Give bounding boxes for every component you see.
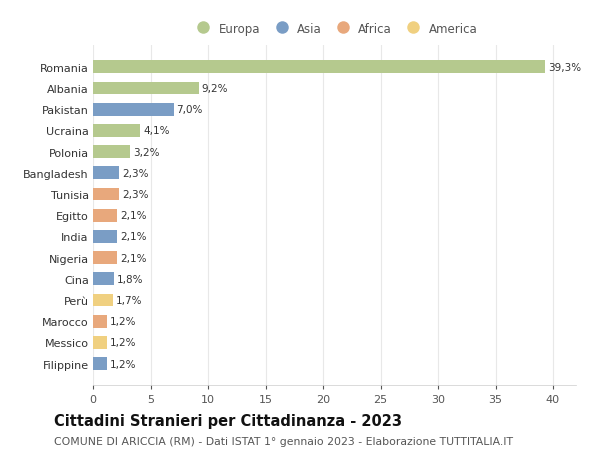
Text: 3,2%: 3,2% bbox=[133, 147, 159, 157]
Text: Cittadini Stranieri per Cittadinanza - 2023: Cittadini Stranieri per Cittadinanza - 2… bbox=[54, 413, 402, 428]
Text: 2,3%: 2,3% bbox=[122, 168, 149, 179]
Bar bbox=[93, 83, 199, 95]
Bar bbox=[93, 315, 107, 328]
Text: 2,1%: 2,1% bbox=[120, 232, 146, 242]
Bar bbox=[93, 188, 119, 201]
Bar bbox=[93, 125, 140, 138]
Text: 1,2%: 1,2% bbox=[110, 338, 136, 347]
Bar bbox=[93, 358, 107, 370]
Text: 9,2%: 9,2% bbox=[202, 84, 228, 94]
Text: 2,1%: 2,1% bbox=[120, 253, 146, 263]
Bar bbox=[93, 336, 107, 349]
Bar bbox=[93, 146, 130, 159]
Bar bbox=[93, 167, 119, 180]
Bar bbox=[93, 104, 173, 116]
Bar bbox=[93, 273, 114, 285]
Text: 2,1%: 2,1% bbox=[120, 211, 146, 221]
Bar bbox=[93, 294, 113, 307]
Bar bbox=[93, 230, 117, 243]
Legend: Europa, Asia, Africa, America: Europa, Asia, Africa, America bbox=[187, 18, 482, 40]
Text: 1,8%: 1,8% bbox=[116, 274, 143, 284]
Text: 1,2%: 1,2% bbox=[110, 317, 136, 326]
Text: 4,1%: 4,1% bbox=[143, 126, 170, 136]
Text: 2,3%: 2,3% bbox=[122, 190, 149, 200]
Bar bbox=[93, 62, 545, 74]
Text: 1,2%: 1,2% bbox=[110, 359, 136, 369]
Text: 7,0%: 7,0% bbox=[176, 105, 203, 115]
Text: 1,7%: 1,7% bbox=[115, 295, 142, 305]
Text: COMUNE DI ARICCIA (RM) - Dati ISTAT 1° gennaio 2023 - Elaborazione TUTTITALIA.IT: COMUNE DI ARICCIA (RM) - Dati ISTAT 1° g… bbox=[54, 436, 513, 446]
Bar bbox=[93, 252, 117, 264]
Text: 39,3%: 39,3% bbox=[548, 63, 581, 73]
Bar bbox=[93, 209, 117, 222]
